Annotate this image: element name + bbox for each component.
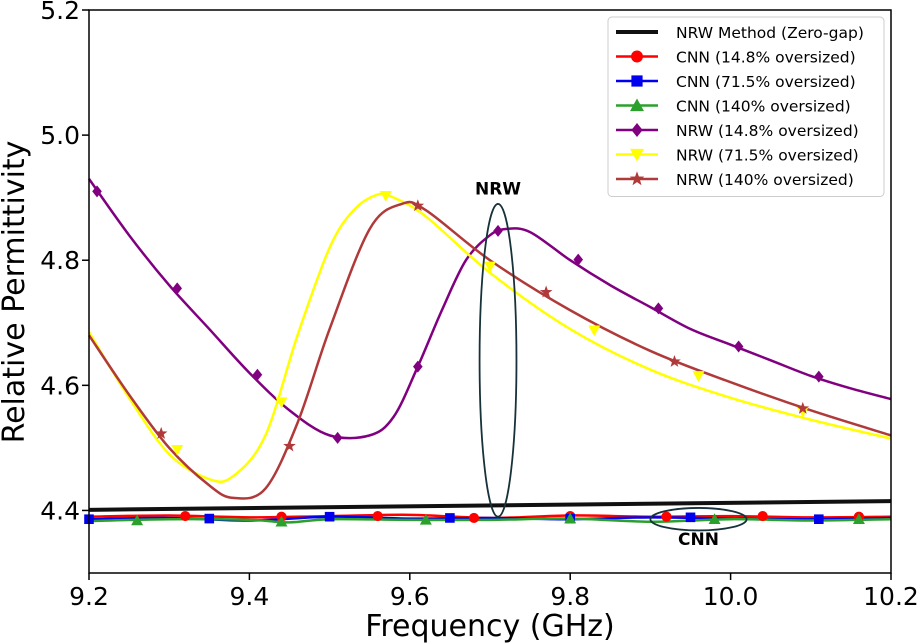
data-point	[493, 224, 503, 237]
data-point	[252, 368, 263, 381]
x-tick-label: 10.0	[703, 582, 759, 611]
legend-label: CNN (71.5% oversized)	[676, 73, 856, 91]
y-axis-label: Relative Permittivity	[0, 141, 32, 444]
x-axis-label: Frequency (GHz)	[365, 609, 614, 644]
data-point	[668, 354, 681, 367]
y-tick-label: 5.2	[40, 0, 80, 25]
data-point	[413, 360, 423, 373]
data-point	[204, 513, 215, 524]
data-point	[468, 512, 480, 524]
data-point	[814, 370, 824, 383]
legend-label: NRW Method (Zero-gap)	[676, 24, 864, 42]
legend-label: CNN (14.8% oversized)	[676, 49, 856, 67]
data-point	[131, 514, 144, 526]
annotation-ellipse	[649, 507, 748, 532]
data-point	[411, 199, 425, 212]
series-markers	[84, 185, 865, 527]
legend-marker	[629, 171, 645, 186]
annotation-label: CNN	[678, 530, 719, 550]
data-point	[283, 439, 296, 452]
data-point	[814, 514, 824, 525]
data-point	[324, 511, 335, 522]
y-tick-label: 5.0	[40, 121, 80, 150]
data-point	[685, 512, 696, 523]
legend-marker	[630, 148, 644, 162]
data-point	[588, 325, 601, 337]
data-point	[653, 302, 664, 315]
x-tick-label: 9.4	[230, 582, 270, 611]
legend-label: NRW (140% oversized)	[676, 171, 854, 189]
data-point	[332, 431, 343, 444]
series-lines	[87, 178, 892, 524]
legend-marker	[630, 98, 644, 112]
data-point	[661, 511, 672, 522]
data-point	[757, 510, 768, 522]
annotation-label: NRW	[475, 180, 521, 200]
data-point	[171, 444, 184, 456]
data-point	[733, 340, 744, 353]
plot-frame	[88, 9, 892, 574]
axis-ticks: 9.2 9.4 9.6 9.8 10.0 10.2 4.4 4.6 4.8 5.0 5.2	[40, 0, 919, 611]
x-tick-label: 9.2	[69, 582, 109, 611]
data-point	[372, 510, 383, 522]
data-point	[539, 285, 553, 298]
data-point	[796, 401, 810, 414]
y-tick-label: 4.8	[40, 246, 80, 275]
data-point	[419, 513, 432, 525]
x-tick-label: 9.8	[550, 582, 590, 611]
legend-label: CNN (140% oversized)	[676, 98, 851, 116]
legend-marker	[631, 123, 643, 137]
data-point	[172, 282, 183, 295]
legend-box	[607, 16, 885, 197]
x-tick-label: 10.2	[863, 582, 919, 611]
legend-marker	[631, 50, 643, 63]
legend-label: NRW (14.8% oversized)	[676, 122, 859, 140]
y-tick-label: 4.4	[40, 496, 80, 525]
series-line	[88, 517, 892, 524]
legend-marker	[631, 75, 643, 87]
data-point	[154, 426, 168, 439]
data-point	[180, 510, 191, 522]
series-line	[87, 192, 892, 483]
data-point	[379, 190, 392, 202]
data-point	[708, 513, 721, 525]
data-point	[564, 512, 577, 524]
annotation-ellipse	[478, 203, 518, 518]
data-point	[692, 371, 705, 382]
series-line	[88, 499, 892, 512]
data-point	[796, 406, 809, 418]
data-point	[275, 515, 288, 527]
x-tick-label: 9.6	[390, 582, 430, 611]
data-point	[484, 261, 496, 273]
legend: NRW Method (Zero-gap) CNN (14.8% oversize…	[607, 16, 885, 197]
data-point	[92, 185, 102, 198]
data-point	[275, 397, 288, 409]
series-line	[87, 200, 892, 500]
annotations: NRW CNN	[475, 180, 748, 550]
data-point	[852, 513, 865, 525]
data-point	[445, 513, 455, 523]
y-tick-label: 4.6	[40, 371, 80, 400]
data-point	[573, 253, 584, 266]
legend-label: NRW (71.5% oversized)	[676, 147, 859, 165]
